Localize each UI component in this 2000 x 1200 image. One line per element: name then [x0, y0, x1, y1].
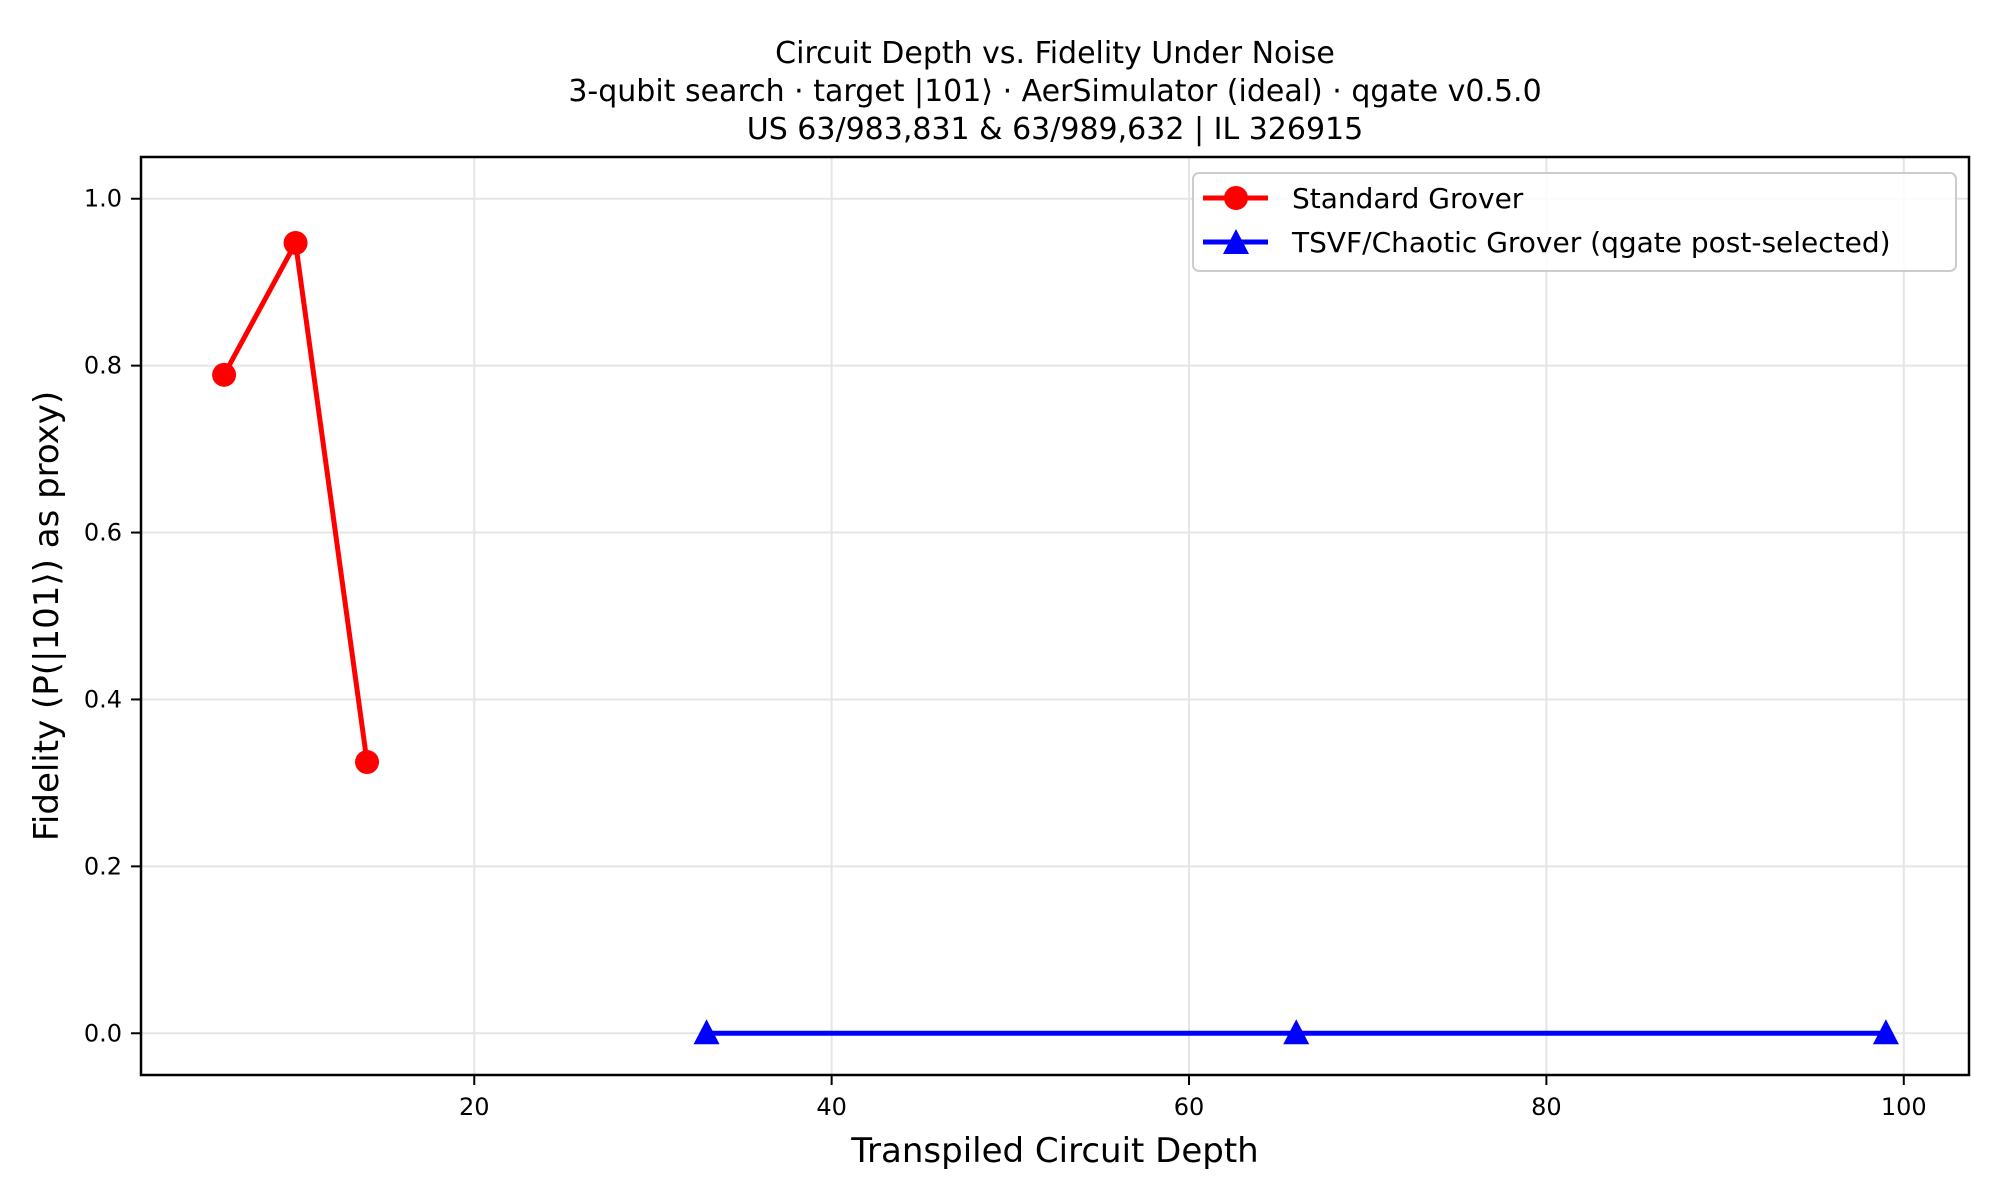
- plot-area-frame: [139, 155, 1971, 1077]
- y-axis-label: Fidelity (P(|101⟩) as proxy): [27, 391, 67, 841]
- y-tick-label: 0.8: [84, 352, 122, 380]
- circle-marker-icon: [1224, 186, 1248, 210]
- y-tick-label: 0.0: [84, 1019, 122, 1047]
- series-0: [212, 230, 380, 775]
- title-line-3: US 63/983,831 & 63/989,632 | IL 326915: [747, 112, 1363, 147]
- circle-marker-icon: [355, 750, 380, 775]
- legend-box: [1192, 172, 1957, 272]
- x-tick-label: 100: [1881, 1093, 1927, 1121]
- y-tick-label: 0.2: [84, 852, 122, 880]
- triangle-marker-icon: [1283, 1019, 1310, 1045]
- y-tick-label: 0.4: [84, 685, 122, 713]
- x-tick-label: 60: [1174, 1093, 1205, 1121]
- chart-title: Circuit Depth vs. Fidelity Under Noise 3…: [568, 36, 1541, 147]
- x-tick-label: 40: [816, 1093, 847, 1121]
- legend-item-standard-grover: Standard Grover: [1203, 182, 1524, 215]
- x-axis-label: Transpiled Circuit Depth: [850, 1131, 1258, 1171]
- circle-marker-icon: [283, 230, 308, 255]
- y-axis-ticks: 0.0 0.2 0.4 0.6 0.8 1.0: [84, 185, 141, 1047]
- x-tick-label: 80: [1531, 1093, 1562, 1121]
- x-tick-label: 20: [459, 1093, 490, 1121]
- triangle-marker-icon: [1872, 1019, 1899, 1045]
- triangle-marker-icon: [693, 1019, 720, 1045]
- legend: Standard Grover TSVF/Chaotic Grover (qga…: [1192, 172, 1957, 272]
- y-tick-label: 1.0: [84, 185, 122, 213]
- legend-label: TSVF/Chaotic Grover (qgate post-selected…: [1291, 226, 1891, 259]
- y-tick-label: 0.6: [84, 519, 122, 547]
- title-line-2: 3-qubit search · target |101⟩ · AerSimul…: [568, 74, 1541, 109]
- circle-marker-icon: [212, 362, 237, 387]
- legend-label: Standard Grover: [1292, 182, 1524, 215]
- legend-item-tsvf-chaotic-grover: TSVF/Chaotic Grover (qgate post-selected…: [1203, 226, 1891, 259]
- data-series: [212, 230, 1899, 1045]
- title-line-1: Circuit Depth vs. Fidelity Under Noise: [775, 36, 1335, 71]
- triangle-marker-icon: [1223, 229, 1249, 254]
- x-axis-ticks: 20 40 60 80 100: [459, 1075, 1927, 1121]
- series-1: [693, 1019, 1899, 1045]
